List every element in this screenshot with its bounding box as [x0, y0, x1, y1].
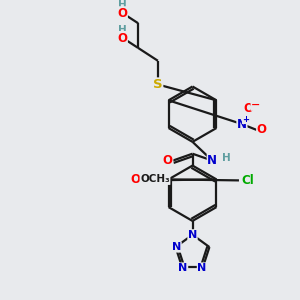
Text: +: +	[242, 115, 249, 124]
Text: H: H	[222, 153, 230, 163]
Text: O: O	[130, 173, 140, 186]
Text: S: S	[153, 78, 163, 91]
Text: O: O	[117, 32, 127, 45]
Text: N: N	[172, 242, 181, 252]
Text: N: N	[197, 263, 207, 273]
Text: O: O	[244, 102, 254, 115]
Text: N: N	[207, 154, 217, 167]
Text: O: O	[163, 154, 173, 167]
Text: N: N	[178, 263, 188, 273]
Text: H: H	[118, 25, 127, 35]
Text: N: N	[188, 230, 197, 240]
Text: OCH₃: OCH₃	[140, 174, 170, 184]
Text: Cl: Cl	[242, 174, 254, 187]
Text: O: O	[257, 124, 267, 136]
Text: O: O	[117, 7, 127, 20]
Text: H: H	[118, 0, 127, 11]
Text: N: N	[237, 118, 247, 130]
Text: −: −	[251, 100, 260, 110]
